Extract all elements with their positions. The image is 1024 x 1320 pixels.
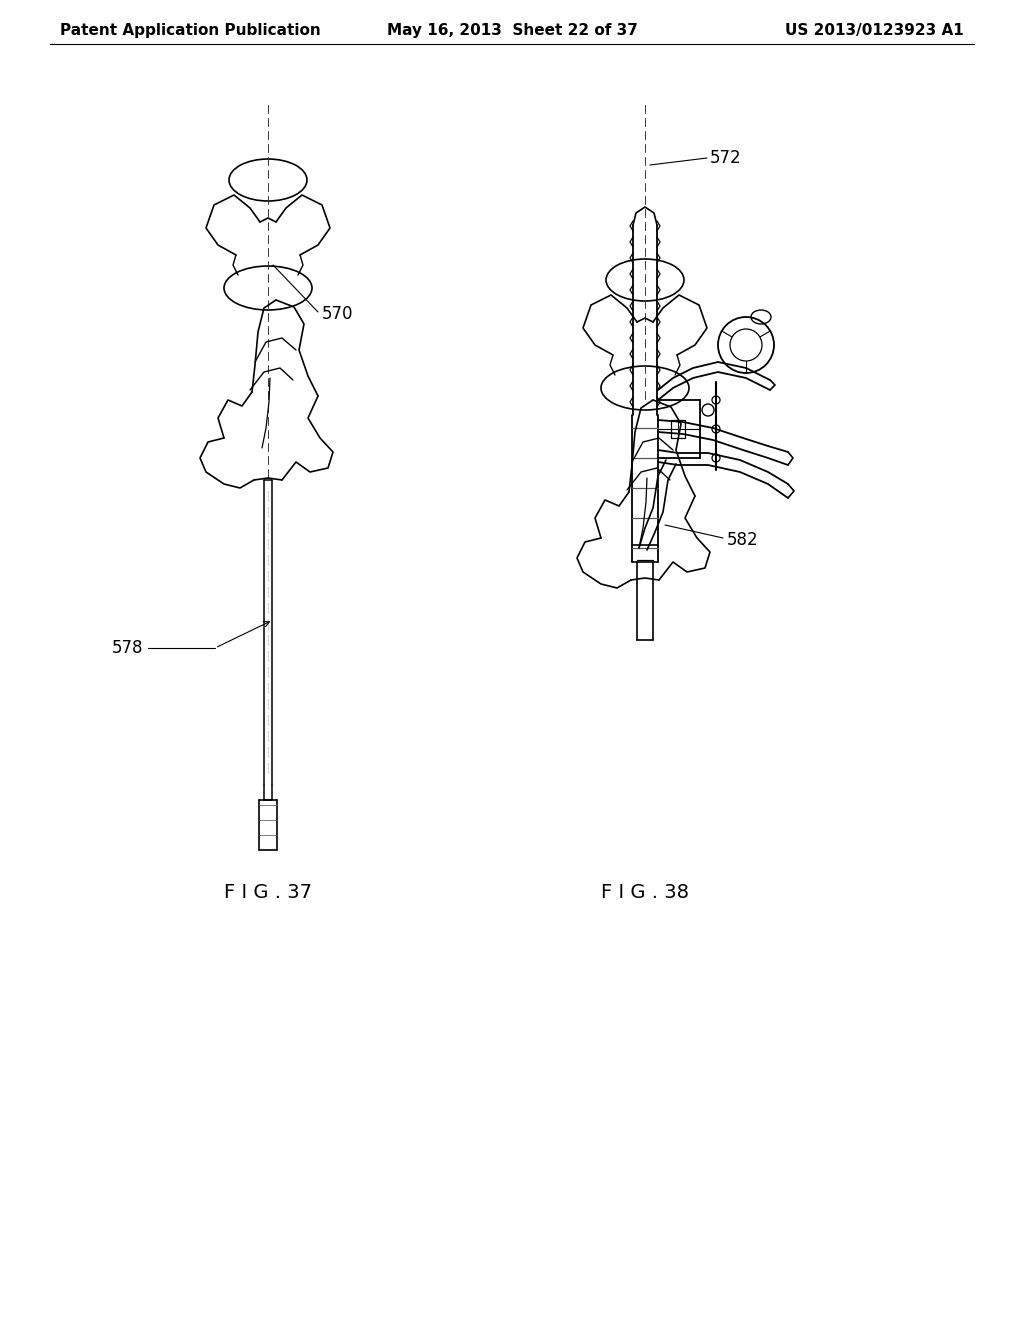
Text: May 16, 2013  Sheet 22 of 37: May 16, 2013 Sheet 22 of 37 [387,22,637,37]
Text: Patent Application Publication: Patent Application Publication [60,22,321,37]
Text: 582: 582 [727,531,759,549]
Text: F I G . 37: F I G . 37 [224,883,312,902]
Text: 570: 570 [322,305,353,323]
Text: 578: 578 [112,639,143,657]
Text: F I G . 38: F I G . 38 [601,883,689,902]
Text: 572: 572 [710,149,741,168]
Text: US 2013/0123923 A1: US 2013/0123923 A1 [785,22,964,37]
